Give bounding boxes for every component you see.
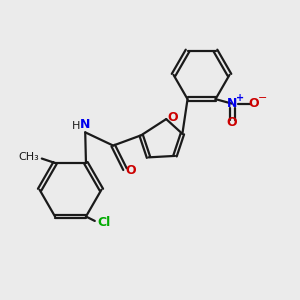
Text: O: O — [226, 116, 237, 129]
Text: −: − — [257, 93, 267, 103]
Text: Cl: Cl — [98, 216, 111, 229]
Text: CH₃: CH₃ — [19, 152, 39, 162]
Text: +: + — [236, 93, 244, 103]
Text: N: N — [80, 118, 90, 131]
Text: O: O — [167, 111, 178, 124]
Text: N: N — [226, 97, 237, 110]
Text: H: H — [72, 121, 81, 131]
Text: O: O — [125, 164, 136, 177]
Text: O: O — [248, 97, 259, 110]
